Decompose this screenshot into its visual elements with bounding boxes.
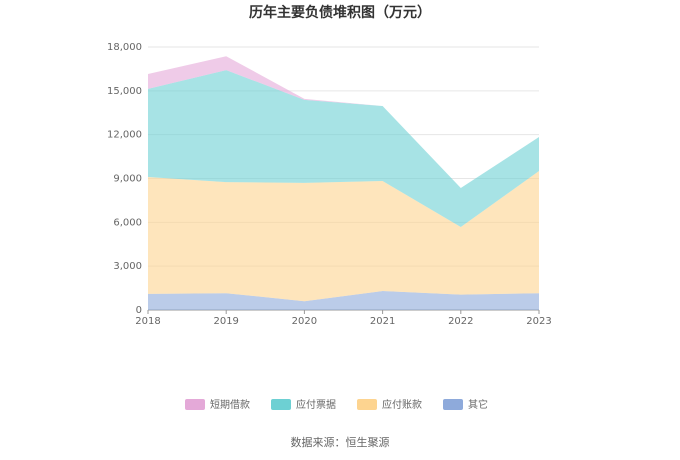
legend-swatch: [357, 399, 377, 410]
x-tick-label: 2022: [448, 316, 473, 327]
legend-label: 短期借款: [210, 398, 250, 411]
x-tick-label: 2023: [526, 316, 551, 327]
legend-label: 其它: [468, 398, 488, 411]
legend-swatch: [443, 399, 463, 410]
area: [148, 291, 539, 310]
legend-label: 应付账款: [382, 398, 422, 411]
chart-title: 历年主要负债堆积图（万元）: [249, 4, 431, 21]
y-tick-label: 12,000: [107, 130, 142, 141]
x-tick-label: 2018: [135, 316, 160, 327]
legend-swatch: [271, 399, 291, 410]
legend-label: 应付票据: [296, 398, 336, 411]
y-tick-label: 15,000: [107, 86, 142, 97]
x-tick-label: 2021: [370, 316, 395, 327]
y-tick-label: 6,000: [113, 217, 142, 228]
area: [148, 171, 539, 302]
area: [148, 70, 539, 228]
y-tick-label: 18,000: [107, 42, 142, 53]
y-tick-label: 9,000: [113, 174, 142, 185]
y-tick-label: 0: [136, 305, 142, 316]
x-tick-label: 2020: [292, 316, 317, 327]
source-note: 数据来源：恒生聚源: [291, 435, 390, 449]
y-tick-label: 3,000: [113, 261, 142, 272]
legend-swatch: [185, 399, 205, 410]
area: [148, 56, 539, 188]
x-tick-label: 2019: [213, 316, 238, 327]
